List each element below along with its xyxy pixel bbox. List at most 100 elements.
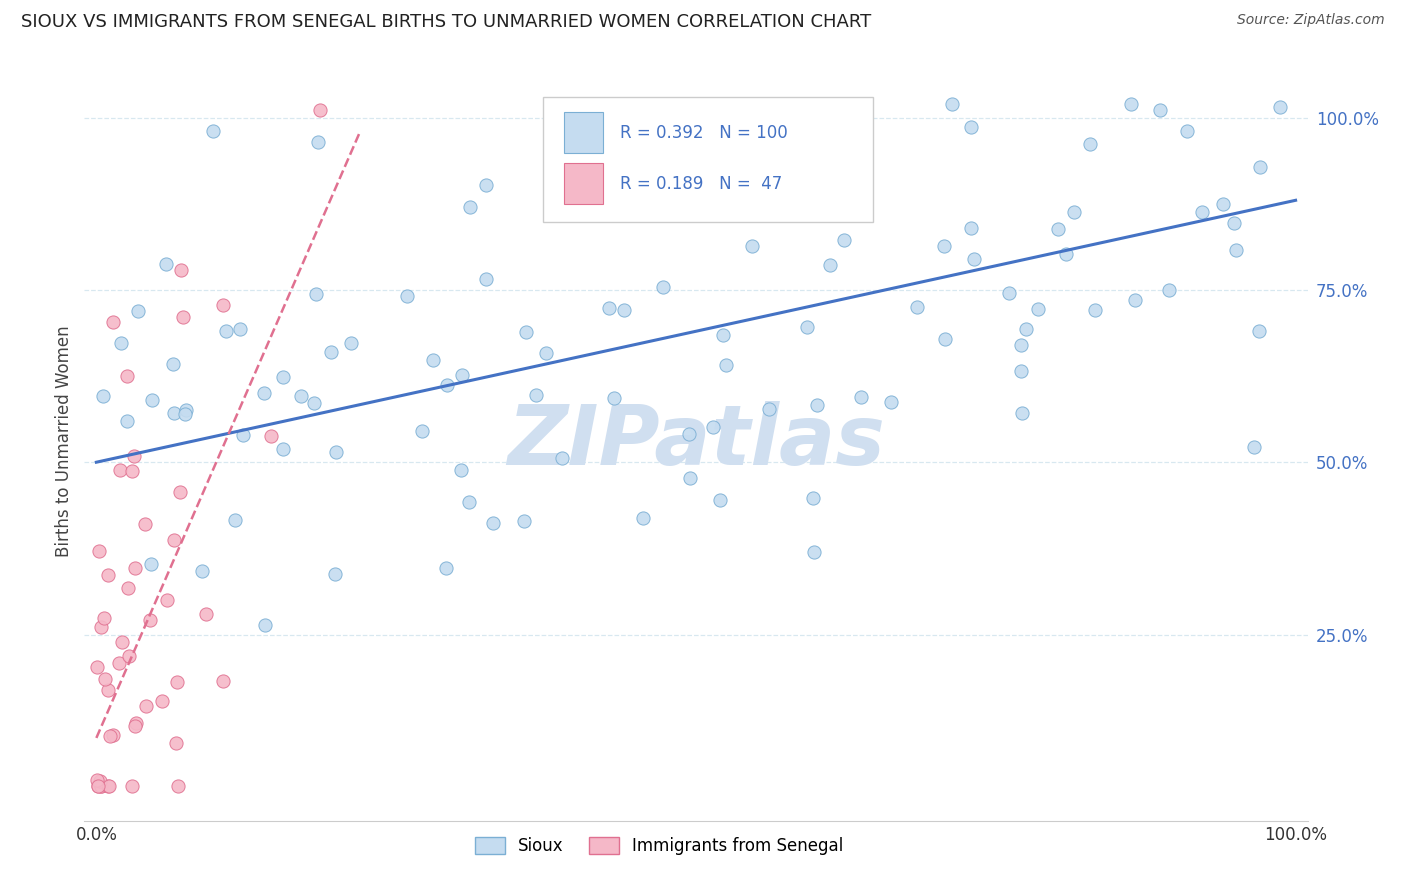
Point — [172, 310, 194, 325]
Point — [163, 533, 186, 547]
Point — [103, 728, 125, 742]
Point — [450, 462, 472, 476]
Point — [97, 779, 120, 793]
Point — [1084, 302, 1107, 317]
Point — [90, 620, 112, 634]
Point — [139, 613, 162, 627]
Point — [880, 394, 903, 409]
Point — [1175, 124, 1198, 138]
Point — [735, 151, 758, 165]
Point — [1149, 103, 1171, 118]
Point — [86, 660, 108, 674]
FancyBboxPatch shape — [543, 96, 873, 222]
Point — [1191, 205, 1213, 219]
Point — [111, 635, 134, 649]
Point — [524, 388, 547, 402]
Point — [150, 694, 173, 708]
Point — [87, 544, 110, 558]
Point — [963, 252, 986, 266]
Point — [163, 406, 186, 420]
Point — [117, 369, 139, 384]
Point — [678, 427, 700, 442]
Point — [806, 398, 828, 412]
Point — [122, 449, 145, 463]
Point — [127, 304, 149, 318]
Point — [118, 649, 141, 664]
Point — [166, 779, 188, 793]
Point — [458, 494, 481, 508]
Point — [1268, 100, 1291, 114]
Point — [87, 779, 110, 793]
Point — [1243, 441, 1265, 455]
Point — [215, 324, 238, 338]
Point — [598, 301, 620, 315]
Point — [108, 657, 131, 671]
Point — [551, 450, 574, 465]
Point — [1047, 222, 1070, 236]
Point — [101, 315, 124, 329]
Point — [1010, 364, 1032, 378]
Point — [93, 611, 115, 625]
Point — [229, 322, 252, 336]
Point — [534, 346, 557, 360]
Point — [273, 370, 295, 384]
Point — [325, 445, 347, 459]
Point — [1010, 337, 1032, 351]
Point — [603, 391, 626, 405]
Point — [1249, 324, 1271, 338]
Point — [174, 403, 197, 417]
Point — [321, 345, 343, 359]
Point — [803, 545, 825, 559]
Point — [98, 729, 121, 743]
Point — [254, 617, 277, 632]
Point — [1212, 196, 1234, 211]
Point — [253, 386, 276, 401]
Point — [90, 779, 112, 793]
Point — [905, 300, 928, 314]
Point — [411, 424, 433, 438]
Point — [98, 779, 121, 793]
Point — [758, 401, 780, 416]
Point — [482, 516, 505, 531]
Point — [1225, 244, 1247, 258]
Point — [458, 200, 481, 214]
Point — [832, 233, 855, 247]
Point — [224, 514, 246, 528]
Point — [1223, 216, 1246, 230]
Point — [1063, 204, 1085, 219]
Point — [273, 442, 295, 456]
Point — [1249, 161, 1271, 175]
Point — [115, 414, 138, 428]
Point — [202, 124, 225, 138]
Point — [260, 428, 283, 442]
Point — [156, 593, 179, 607]
Point — [169, 485, 191, 500]
Point — [91, 389, 114, 403]
Point — [170, 263, 193, 277]
Point — [166, 675, 188, 690]
Point — [97, 683, 120, 698]
Point — [934, 332, 956, 346]
Point — [134, 516, 156, 531]
Point — [1011, 406, 1033, 420]
Bar — [564, 112, 603, 153]
Text: Source: ZipAtlas.com: Source: ZipAtlas.com — [1237, 13, 1385, 28]
Point — [309, 103, 332, 117]
Point — [1159, 283, 1181, 297]
Point — [932, 239, 955, 253]
Point — [124, 560, 146, 574]
Point — [814, 96, 837, 111]
Y-axis label: Births to Unmarried Women: Births to Unmarried Women — [55, 326, 73, 558]
Text: SIOUX VS IMMIGRANTS FROM SENEGAL BIRTHS TO UNMARRIED WOMEN CORRELATION CHART: SIOUX VS IMMIGRANTS FROM SENEGAL BIRTHS … — [21, 13, 872, 31]
Point — [110, 336, 132, 351]
Point — [1121, 96, 1143, 111]
Point — [651, 280, 673, 294]
Point — [305, 287, 328, 301]
Point — [191, 564, 214, 578]
Point — [475, 272, 498, 286]
Point — [165, 736, 187, 750]
Point — [232, 427, 254, 442]
Point — [436, 378, 458, 392]
Point — [94, 672, 117, 686]
Point — [434, 560, 457, 574]
